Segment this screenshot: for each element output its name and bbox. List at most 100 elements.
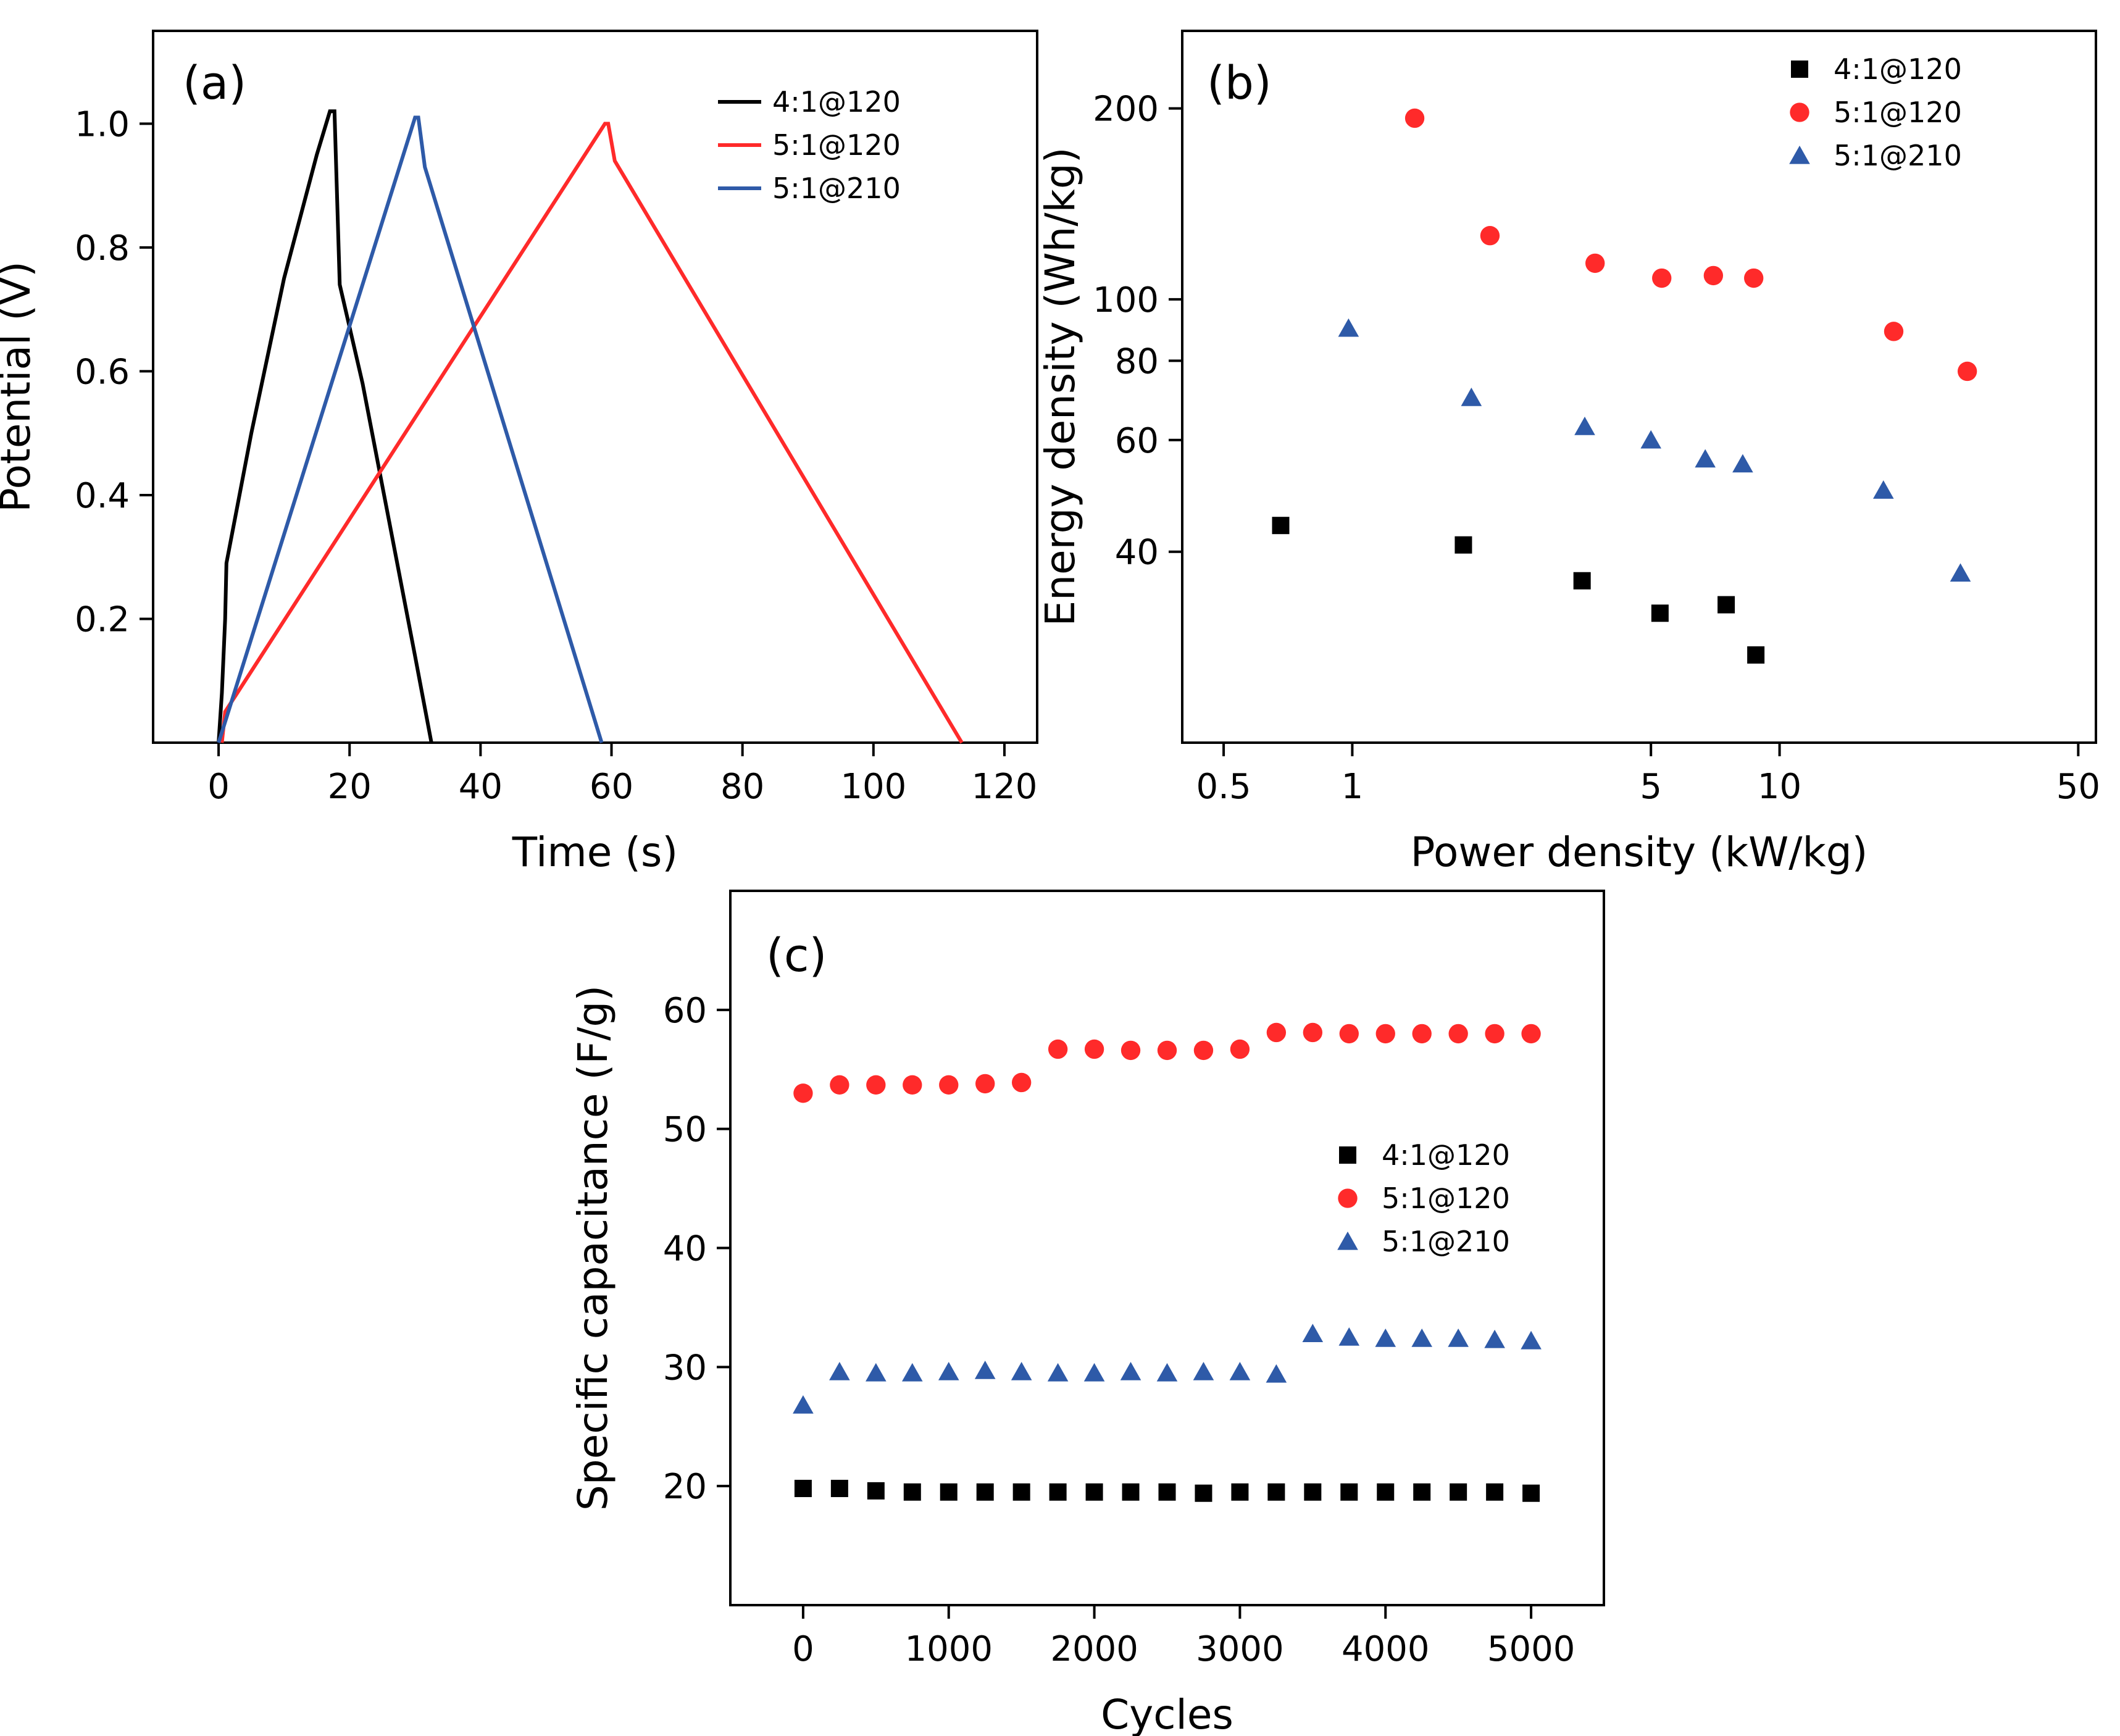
data-point (1120, 1361, 1141, 1380)
x-tick-label: 5 (1640, 767, 1662, 807)
data-point (1267, 1483, 1285, 1501)
data-point (1640, 430, 1662, 449)
data-point (976, 1483, 994, 1501)
x-tick-label: 3000 (1196, 1629, 1284, 1669)
x-axis-title: Power density (kW/kg) (1411, 828, 1868, 876)
y-tick-label: 40 (663, 1229, 707, 1269)
data-point (829, 1361, 850, 1380)
data-point (1339, 1024, 1359, 1044)
data-point (1717, 596, 1735, 614)
data-point (1011, 1072, 1032, 1093)
data-point (1157, 1040, 1177, 1061)
legend-label: 4:1@120 (1382, 1138, 1510, 1172)
data-point (1266, 1364, 1287, 1383)
data-point (793, 1083, 813, 1103)
data-point (1122, 1483, 1140, 1501)
x-tick-label: 10 (1758, 767, 1801, 807)
data-point (903, 1483, 921, 1501)
data-point (1302, 1324, 1324, 1343)
data-point (1484, 1329, 1505, 1348)
x-tick-label: 40 (459, 767, 503, 807)
series-5:1@210 (217, 115, 604, 743)
data-point (1377, 1483, 1395, 1501)
data-point (1011, 1361, 1032, 1380)
x-tick-label: 100 (840, 767, 906, 807)
data-point (1521, 1024, 1541, 1044)
data-point (1744, 268, 1764, 288)
data-point (1521, 1330, 1542, 1350)
legend-label: 5:1@210 (1834, 139, 1962, 172)
series-5:1@120 (793, 1022, 1541, 1103)
data-point (975, 1074, 995, 1094)
legend-marker (1791, 61, 1808, 78)
y-tick-label: 20 (663, 1467, 707, 1507)
y-tick-label: 0.4 (75, 476, 130, 516)
panel-1: 0.5 1 5 10 50 40 60 80 100 200 Power density (kW/k… (1037, 30, 2100, 876)
y-tick-label: 1.0 (75, 104, 130, 144)
legend-label: 5:1@120 (1834, 96, 1962, 129)
data-point (1193, 1040, 1214, 1061)
legend-label: 5:1@210 (772, 172, 901, 205)
y-tick-label: 30 (663, 1348, 707, 1388)
panel-2: 0 1000 2000 3000 4000 5000 20 30 40 50 60 Cycles Spe… (569, 890, 1605, 1736)
series-5:1@120 (1404, 108, 1977, 382)
series-4:1@120 (1272, 517, 1765, 664)
x-axis-title: Time (s) (512, 828, 678, 876)
legend: 4:1@120 5:1@120 5:1@210 (1789, 52, 1962, 172)
data-point (1375, 1328, 1396, 1347)
data-point (974, 1361, 996, 1379)
data-point (1732, 454, 1753, 473)
data-point (1486, 1483, 1504, 1501)
data-point (1375, 1024, 1395, 1044)
y-axis-title: Potential (V) (0, 261, 40, 512)
data-point (830, 1075, 849, 1095)
data-point (830, 1480, 848, 1498)
data-point (1085, 1483, 1103, 1501)
data-point (1083, 1363, 1105, 1382)
series-4:1@120 (794, 1480, 1540, 1502)
data-point (1048, 1039, 1068, 1059)
data-point (1747, 646, 1765, 664)
legend-label: 5:1@120 (1382, 1182, 1510, 1215)
legend-label: 4:1@120 (772, 85, 901, 119)
data-point (1522, 1484, 1540, 1502)
x-tick-label: 0.5 (1196, 767, 1251, 807)
data-point (901, 1363, 923, 1382)
x-tick-label: 0 (792, 1629, 814, 1669)
data-point (1652, 268, 1672, 288)
data-point (940, 1483, 958, 1501)
y-tick-label: 0.6 (75, 352, 130, 392)
series-4:1@120 (217, 109, 433, 743)
data-point (1412, 1024, 1432, 1044)
panel-label: (a) (183, 57, 246, 110)
data-point (1231, 1483, 1249, 1501)
data-point (1012, 1483, 1030, 1501)
y-tick-label: 200 (1093, 90, 1159, 130)
legend-marker (1790, 102, 1809, 122)
data-point (1156, 1363, 1178, 1382)
data-point (1266, 1022, 1287, 1043)
data-point (1450, 1483, 1467, 1501)
data-point (1195, 1484, 1212, 1502)
x-tick-label: 80 (720, 767, 764, 807)
data-point (1303, 1022, 1323, 1043)
data-point (1338, 1327, 1360, 1346)
data-point (1338, 318, 1359, 337)
x-tick-label: 50 (2056, 767, 2100, 807)
data-point (939, 1075, 959, 1095)
plot-frame (152, 30, 1038, 744)
y-axis-title: Specific capacitance (F/g) (569, 985, 617, 1511)
panel-label: (b) (1207, 57, 1272, 110)
data-point (1585, 253, 1605, 273)
data-point (866, 1363, 887, 1382)
data-point (1884, 322, 1904, 341)
legend-label: 5:1@210 (1382, 1225, 1510, 1258)
y-tick-label: 0.2 (75, 599, 130, 640)
data-point (1230, 1039, 1250, 1059)
data-point (1485, 1024, 1504, 1044)
data-point (1411, 1328, 1433, 1347)
x-tick-label: 1 (1342, 767, 1364, 807)
data-point (1121, 1040, 1141, 1061)
y-tick-label: 60 (1115, 421, 1159, 461)
data-point (1950, 563, 1971, 582)
